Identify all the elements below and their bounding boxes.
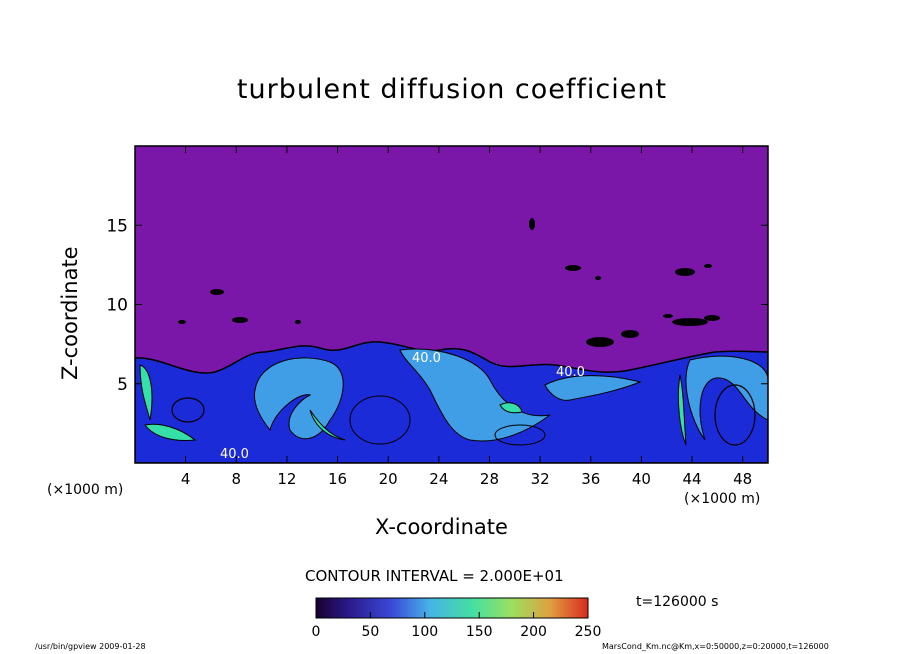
contour-label-1: 40.0 [220,447,249,462]
upper-blobs [178,218,720,347]
field-layer [135,146,768,463]
colorbar-ticks: 0 50 100 150 200 250 [312,612,602,640]
colorbar-tick-label: 150 [466,624,493,640]
footer-right: MarsCond_Km.nc@Km,x=0:50000,z=0:20000,t=… [602,642,829,651]
x-unit-note-right: (×1000 m) [684,491,761,507]
eddy-contour-3 [714,384,756,446]
x-tick-label: 16 [328,470,347,488]
time-label: t=126000 s [636,594,719,610]
x-tick-label: 8 [232,470,242,488]
y-tick-labels: 5 10 15 [106,216,128,395]
y-tick-label: 5 [117,375,128,395]
colorbar-tick-label: 250 [575,624,602,640]
eddy-contour-4 [494,424,546,446]
x-axis-label: X-coordinate [375,515,508,539]
mid-eddy-4 [544,375,642,401]
high-patch-4 [677,374,687,446]
high-patch-1 [139,364,153,421]
x-tick-label: 20 [379,470,398,488]
colorbar [315,597,589,619]
x-tick-label: 32 [531,470,550,488]
colorbar-tick-label: 0 [312,624,321,640]
high-patch-3 [309,409,346,441]
contour-interval: CONTOUR INTERVAL = 2.000E+01 [305,567,564,585]
y-tick-label: 10 [106,296,128,316]
mid-eddy-1 [253,357,344,440]
x-tick-label: 4 [181,470,191,488]
x-unit-note-left: (×1000 m) [47,482,124,498]
colorbar-tick-label: 100 [411,624,438,640]
colorbar-tick-label: 50 [361,624,379,640]
eddy-contour-2 [349,395,411,445]
x-tick-labels: 4 8 12 16 20 24 28 32 36 40 44 48 [181,470,752,488]
x-tick-marks [185,146,744,463]
footer-left: /usr/bin/gpview 2009-01-28 [35,642,146,651]
y-tick-label: 15 [106,216,128,236]
contour-label-2: 40.0 [412,351,441,366]
chart-title: turbulent diffusion coefficient [236,74,668,105]
mid-eddy-2 [399,348,551,442]
contour-label-3: 40.0 [556,365,585,380]
x-tick-label: 12 [277,470,296,488]
high-patch-5 [499,402,523,414]
x-tick-label: 48 [733,470,752,488]
high-patch-2 [144,423,197,441]
eddy-contour-1 [171,397,205,423]
colorbar-tick-label: 200 [520,624,547,640]
x-tick-label: 24 [429,470,448,488]
mid-eddy-3 [685,355,768,441]
x-tick-label: 40 [632,470,651,488]
x-tick-label: 36 [581,470,600,488]
x-tick-label: 44 [682,470,701,488]
y-tick-marks [135,224,768,385]
y-axis-label: Z-coordinate [58,246,82,380]
x-tick-label: 28 [480,470,499,488]
